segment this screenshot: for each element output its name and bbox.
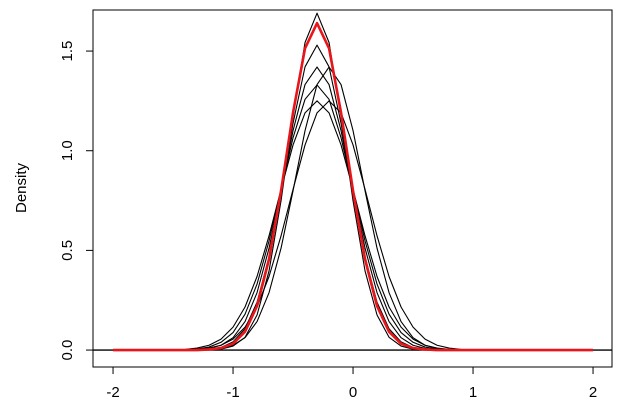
density-curve xyxy=(113,12,594,351)
y-tick-label: 1.0 xyxy=(59,140,76,161)
x-tick-label: 1 xyxy=(469,384,477,401)
y-axis-label: Density xyxy=(13,162,30,213)
y-tick-label: 1.5 xyxy=(59,41,76,62)
density-curve xyxy=(113,84,594,351)
density-curve xyxy=(113,66,594,351)
density-curve xyxy=(113,66,594,351)
x-tick-label: -2 xyxy=(106,384,119,401)
x-tick-label: 0 xyxy=(349,384,357,401)
density-curve xyxy=(113,100,594,351)
y-tick-label: 0.5 xyxy=(59,240,76,261)
x-tick-label: 2 xyxy=(589,384,597,401)
density-curve xyxy=(113,21,594,352)
x-tick-label: -1 xyxy=(226,384,239,401)
y-tick-label: 0.0 xyxy=(59,340,76,361)
density-curve xyxy=(113,100,594,351)
